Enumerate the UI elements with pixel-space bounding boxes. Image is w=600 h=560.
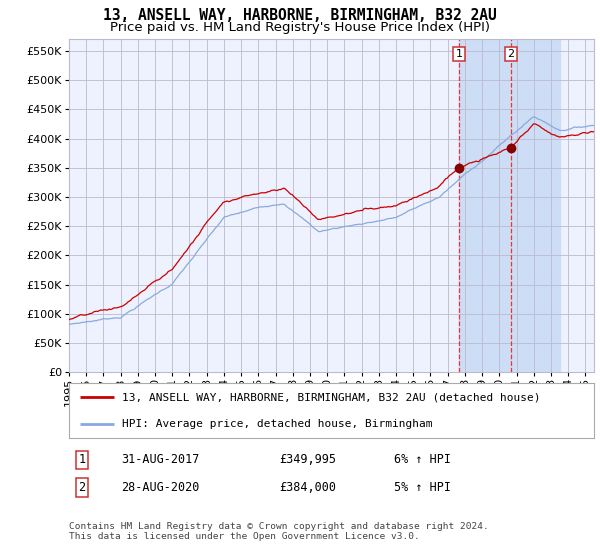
Text: £349,995: £349,995 xyxy=(279,453,336,466)
Text: 6% ↑ HPI: 6% ↑ HPI xyxy=(395,453,452,466)
Text: £384,000: £384,000 xyxy=(279,481,336,494)
Text: 2: 2 xyxy=(79,481,86,494)
Text: 28-AUG-2020: 28-AUG-2020 xyxy=(121,481,200,494)
Text: 13, ANSELL WAY, HARBORNE, BIRMINGHAM, B32 2AU (detached house): 13, ANSELL WAY, HARBORNE, BIRMINGHAM, B3… xyxy=(121,393,540,402)
Bar xyxy=(459,39,560,372)
Text: 2: 2 xyxy=(507,49,514,59)
Text: HPI: Average price, detached house, Birmingham: HPI: Average price, detached house, Birm… xyxy=(121,419,432,428)
Text: 13, ANSELL WAY, HARBORNE, BIRMINGHAM, B32 2AU: 13, ANSELL WAY, HARBORNE, BIRMINGHAM, B3… xyxy=(103,8,497,24)
Text: 5% ↑ HPI: 5% ↑ HPI xyxy=(395,481,452,494)
Text: Price paid vs. HM Land Registry's House Price Index (HPI): Price paid vs. HM Land Registry's House … xyxy=(110,21,490,34)
Text: 31-AUG-2017: 31-AUG-2017 xyxy=(121,453,200,466)
Text: Contains HM Land Registry data © Crown copyright and database right 2024.
This d: Contains HM Land Registry data © Crown c… xyxy=(69,522,489,542)
Text: 1: 1 xyxy=(456,49,463,59)
Text: 1: 1 xyxy=(79,453,86,466)
